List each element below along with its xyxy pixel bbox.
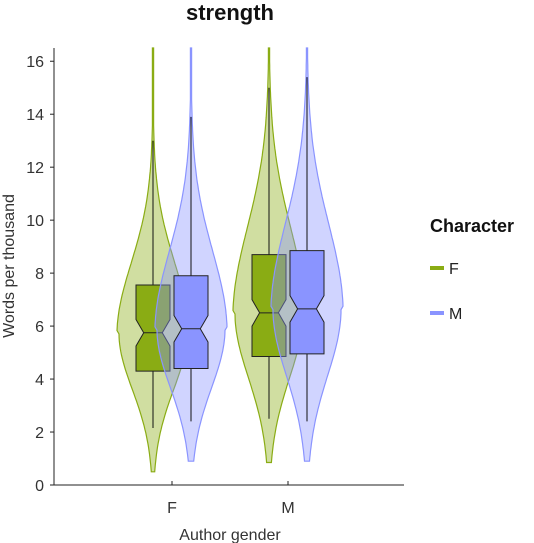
y-tick-label: 16 — [26, 54, 44, 71]
legend: Character F M — [430, 216, 514, 323]
y-tick-label: 6 — [35, 319, 44, 336]
box-M-F — [173, 275, 209, 369]
x-tick-label: M — [281, 500, 294, 517]
y-axis-label: Words per thousand — [1, 194, 18, 338]
legend-label-F: F — [449, 261, 459, 278]
box-F-F — [135, 284, 171, 372]
y-axis-ticks: 0 2 4 6 8 10 12 14 16 — [26, 54, 54, 495]
box-M-M — [289, 250, 325, 355]
y-tick-label: 4 — [35, 372, 44, 389]
y-tick-label: 10 — [26, 213, 44, 230]
y-tick-label: 2 — [35, 425, 44, 442]
chart-title: strength — [186, 0, 274, 25]
y-tick-label: 8 — [35, 266, 44, 283]
plot-area — [116, 47, 344, 473]
y-tick-label: 14 — [26, 107, 44, 124]
box-F-M — [251, 254, 287, 357]
x-tick-label: F — [167, 500, 177, 517]
legend-title: Character — [430, 216, 514, 236]
y-tick-label: 0 — [35, 478, 44, 495]
y-tick-label: 12 — [26, 160, 44, 177]
legend-label-M: M — [449, 306, 462, 323]
x-axis-label: Author gender — [179, 527, 281, 543]
